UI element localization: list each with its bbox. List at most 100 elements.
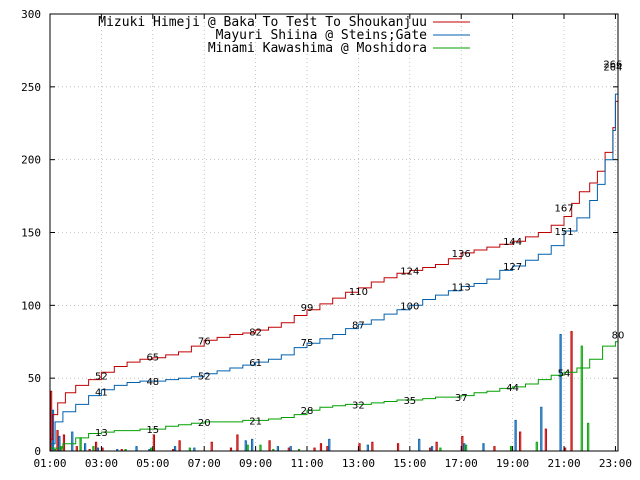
x-tick-label: 21:00 <box>547 457 580 470</box>
data-label: 44 <box>506 383 519 394</box>
data-label: 41 <box>95 387 108 398</box>
data-label: 99 <box>301 303 314 314</box>
data-label: 100 <box>400 301 419 312</box>
hourly-bar <box>135 446 138 452</box>
x-tick-label: 17:00 <box>445 457 478 470</box>
hourly-bar <box>465 444 468 452</box>
hourly-bar <box>435 441 438 452</box>
hourly-bar <box>268 440 271 452</box>
hourly-bar <box>289 446 292 452</box>
data-labels: 52 65 76 82 99 110 124 136 144 167 41 48 52 61 75 87 100… <box>95 60 624 440</box>
plot-frame <box>49 13 619 452</box>
hourly-bar <box>509 446 513 452</box>
x-tick-label: 13:00 <box>342 457 375 470</box>
x-tick-label: 09:00 <box>239 457 272 470</box>
hourly-bar <box>493 446 496 452</box>
data-label: 52 <box>95 371 108 382</box>
hourly-bar <box>366 444 369 452</box>
data-label: 136 <box>452 249 471 260</box>
hourly-bar <box>587 422 590 452</box>
data-label: 15 <box>146 425 159 436</box>
hourly-bar <box>559 333 562 452</box>
hourly-bar <box>396 443 400 452</box>
y-tick-label: 100 <box>21 299 41 312</box>
hourly-bar <box>92 446 95 452</box>
legend-label-3: Minami Kawashima @ Moshidora <box>208 41 427 56</box>
data-label: 264 <box>603 62 622 73</box>
x-tick-label: 05:00 <box>136 457 169 470</box>
hourly-bar <box>236 434 239 452</box>
hourly-bar <box>71 431 74 452</box>
hourly-bar <box>210 441 213 452</box>
x-tick-label: 01:00 <box>33 457 66 470</box>
data-label: 76 <box>198 336 211 347</box>
y-tick-label: 200 <box>21 154 41 167</box>
hourly-bar <box>418 438 421 452</box>
data-label: 75 <box>301 338 314 349</box>
data-label: 82 <box>249 328 262 339</box>
hourly-bar <box>430 446 434 452</box>
hourly-bar <box>328 438 331 452</box>
legend-label-1: Mizuki Himeji @ Baka To Test To Shoukanj… <box>98 15 427 30</box>
hourly-bar <box>326 446 329 452</box>
series-line-1 <box>50 65 619 440</box>
hourly-bar <box>94 441 98 452</box>
data-label: 124 <box>400 266 419 277</box>
series-line-2 <box>50 69 619 445</box>
data-label: 167 <box>554 204 573 215</box>
hourly-bar <box>58 435 61 452</box>
hourly-bar <box>84 443 87 452</box>
hourly-bar <box>540 406 543 452</box>
y-tick-label: 0 <box>34 445 41 458</box>
hourly-bar <box>580 345 583 452</box>
hourly-bar <box>319 443 323 452</box>
data-label: 65 <box>146 352 159 363</box>
hourly-bar <box>463 443 466 452</box>
legend: Mizuki Himeji @ Baka To Test To Shoukanj… <box>98 15 470 56</box>
data-label: 151 <box>554 227 573 238</box>
x-tick-label: 23:00 <box>599 457 632 470</box>
data-label: 144 <box>503 237 522 248</box>
hourly-bar <box>60 446 63 452</box>
hourly-bar <box>259 444 262 452</box>
data-label: 21 <box>249 416 262 427</box>
hourly-bar <box>570 331 573 452</box>
hourly-bar <box>276 446 279 452</box>
hourly-bar <box>461 435 464 452</box>
hourly-bar <box>173 446 177 452</box>
data-label: 52 <box>198 371 211 382</box>
x-tick-label: 11:00 <box>290 457 323 470</box>
data-label: 113 <box>452 282 471 293</box>
data-label: 127 <box>503 262 522 273</box>
hourly-bar <box>62 434 66 452</box>
data-label: 110 <box>349 287 368 298</box>
legend-label-2: Mayuri Shiina @ Steins;Gate <box>216 28 427 43</box>
hourly-bar <box>544 428 547 452</box>
hourly-bar <box>535 441 538 452</box>
series-line-3 <box>50 334 619 449</box>
hourly-bar <box>244 440 247 452</box>
hourly-bar <box>79 437 82 452</box>
hourly-bar <box>152 434 156 452</box>
data-label: 35 <box>403 396 416 407</box>
hourly-bar <box>251 438 254 452</box>
data-label: 266 <box>603 60 622 71</box>
x-tick-label: 03:00 <box>85 457 118 470</box>
hourly-bar <box>246 444 249 452</box>
data-label: 28 <box>301 406 314 417</box>
y-tick-label: 250 <box>21 81 41 94</box>
grid <box>50 14 618 451</box>
hourly-bar <box>519 431 522 452</box>
data-label: 20 <box>198 418 211 429</box>
hourly-bar <box>482 443 485 452</box>
y-tick-label: 50 <box>28 372 41 385</box>
hourly-bar <box>371 441 374 452</box>
data-label: 54 <box>558 368 571 379</box>
cumulative-lines <box>50 65 619 449</box>
hourly-bar <box>358 443 361 452</box>
x-tick-label: 19:00 <box>496 457 529 470</box>
data-label: 37 <box>455 393 468 404</box>
y-tick-label: 300 <box>21 8 41 21</box>
x-tick-label: 07:00 <box>188 457 221 470</box>
